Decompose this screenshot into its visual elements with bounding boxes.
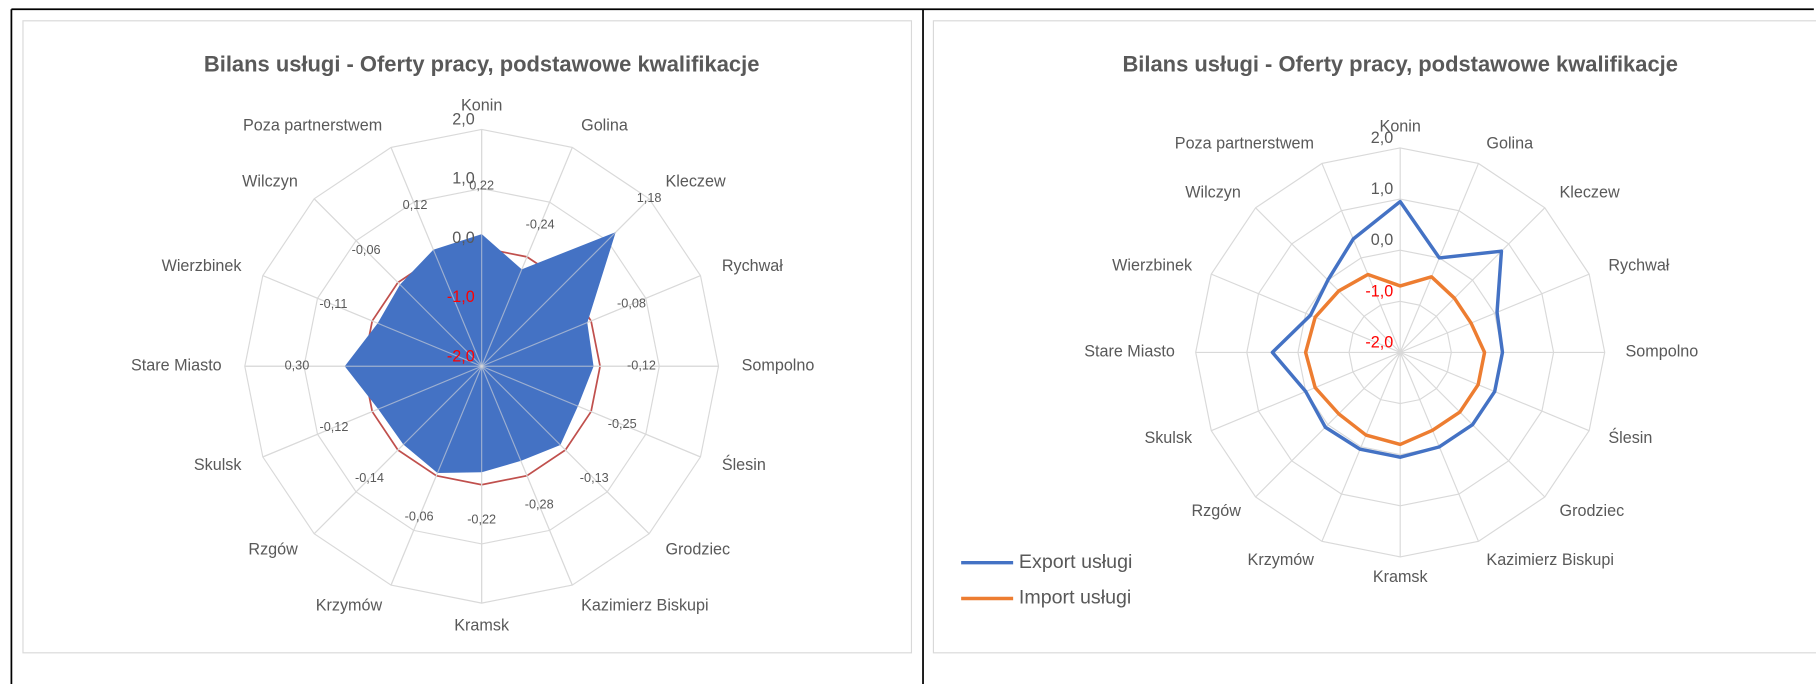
category-label: Golina: [581, 116, 628, 134]
category-label: Stare Miasto: [1084, 343, 1175, 361]
y-tick-label: -2,0: [447, 347, 475, 365]
data-label: 0,22: [469, 179, 494, 193]
spoke: [1211, 273, 1401, 353]
data-label: -0,08: [617, 297, 646, 311]
category-label: Grodziec: [665, 540, 730, 558]
y-tick-label: -2,0: [1365, 333, 1393, 351]
category-label: Kazimierz Biskupi: [581, 597, 708, 615]
category-label: Rzgów: [248, 540, 298, 558]
category-label: Skulsk: [1144, 429, 1193, 447]
category-label: Wilczyn: [1185, 183, 1241, 201]
spoke: [481, 366, 573, 586]
spoke: [481, 147, 573, 367]
category-label: Wierzbinek: [162, 257, 243, 275]
category-label: Kramsk: [454, 616, 510, 634]
spoke: [1255, 351, 1401, 498]
data-label: 0,30: [285, 359, 310, 373]
category-label: Golina: [1486, 135, 1533, 153]
category-label: Konin: [1380, 117, 1421, 135]
legend-label: Export usługi: [1019, 551, 1132, 573]
chart-area: [932, 20, 1816, 654]
y-tick-label: 1,0: [452, 170, 474, 188]
category-label: Wilczyn: [242, 173, 298, 191]
category-label: Ślesin: [722, 455, 766, 474]
y-tick-label: 1,0: [1371, 180, 1393, 198]
y-tick-label: 2,0: [452, 110, 474, 128]
chart-title: Bilans usługi - Oferty pracy, podstawowe…: [204, 52, 760, 77]
category-label: Stare Miasto: [131, 357, 222, 375]
data-label: -0,06: [405, 510, 434, 524]
category-label: Kleczew: [1560, 183, 1620, 201]
category-label: Rychwał: [1608, 256, 1669, 274]
data-label: -0,13: [580, 471, 609, 485]
y-tick-label: 0,0: [452, 229, 474, 247]
data-label: -0,28: [525, 498, 554, 512]
category-label: Rzgów: [1191, 502, 1241, 520]
spoke: [390, 366, 483, 586]
category-label: Kazimierz Biskupi: [1486, 551, 1614, 569]
spoke: [1321, 163, 1401, 353]
spoke: [313, 198, 483, 367]
y-tick-label: 2,0: [1371, 129, 1393, 147]
data-label: -0,12: [627, 359, 656, 373]
category-label: Sompolno: [1626, 343, 1699, 361]
spoke: [1321, 352, 1401, 542]
data-label: -0,11: [319, 297, 347, 311]
category-label: Kleczew: [665, 173, 725, 191]
data-label: -0,22: [467, 513, 496, 527]
data-label: -0,06: [352, 243, 381, 257]
category-label: Rychwał: [722, 257, 783, 275]
category-label: Wierzbinek: [1112, 256, 1193, 274]
data-label: 0,12: [403, 198, 428, 212]
legend-label: Import usługi: [1019, 587, 1131, 609]
category-label: Sompolno: [742, 357, 815, 375]
category-label: Konin: [461, 97, 502, 115]
category-label: Skulsk: [194, 456, 243, 474]
data-label: -0,12: [320, 420, 349, 434]
category-label: Poza partnerstwem: [1175, 135, 1314, 153]
radar-line: [1303, 272, 1487, 447]
y-tick-label: 0,0: [1371, 231, 1393, 249]
spoke: [390, 147, 483, 367]
data-label: -0,24: [526, 218, 555, 232]
spoke: [481, 365, 701, 458]
data-label: -0,14: [355, 471, 384, 485]
category-label: Krzymów: [316, 597, 383, 615]
data-label: 1,18: [637, 191, 662, 205]
y-tick-label: -1,0: [447, 288, 475, 306]
category-label: Poza partnerstwem: [243, 116, 382, 134]
category-label: Ślesin: [1608, 428, 1652, 447]
spoke: [262, 365, 482, 458]
y-tick-label: -1,0: [1365, 282, 1393, 300]
chart-title: Bilans usługi - Oferty pracy, podstawowe…: [1122, 52, 1678, 77]
spoke: [481, 198, 650, 367]
radar-line: [1270, 199, 1505, 459]
category-label: Kramsk: [1373, 568, 1429, 586]
spoke: [481, 275, 701, 367]
category-label: Grodziec: [1560, 502, 1625, 520]
spoke: [1399, 273, 1590, 353]
spoke: [1399, 207, 1546, 353]
spoke: [481, 365, 650, 535]
category-label: Krzymów: [1248, 551, 1315, 569]
spoke: [313, 365, 483, 535]
data-label: -0,25: [608, 417, 637, 431]
spoke: [262, 275, 482, 367]
